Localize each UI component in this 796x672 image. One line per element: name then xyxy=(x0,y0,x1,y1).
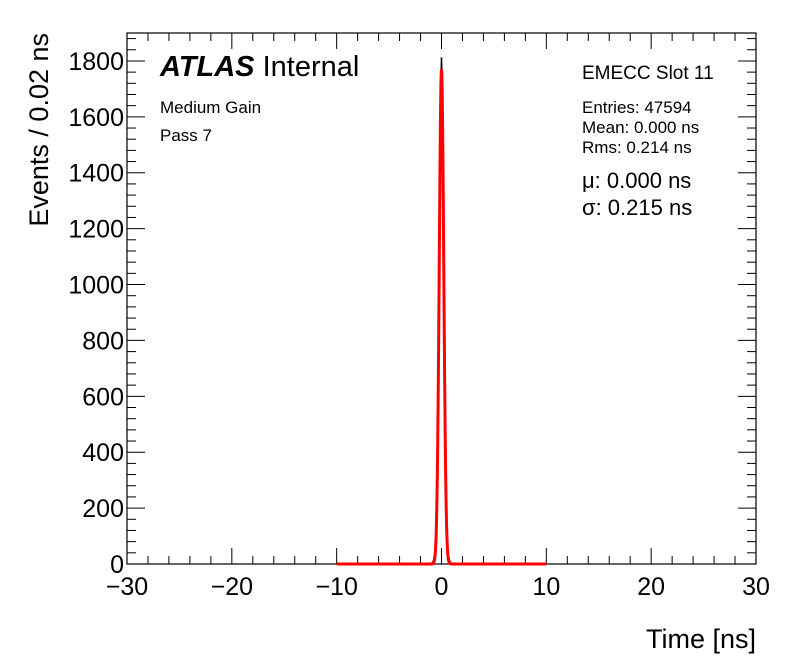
data-layer xyxy=(336,57,547,566)
mean-stat: Mean: 0.000 ns xyxy=(582,118,700,137)
x-tick-label: 30 xyxy=(742,573,770,601)
x-tick-label: −20 xyxy=(211,573,253,601)
y-tick-label: 1400 xyxy=(68,160,124,188)
y-tick-label: 1000 xyxy=(68,272,124,300)
y-tick-label: 200 xyxy=(82,495,124,523)
y-axis-label: Events / 0.02 ns xyxy=(24,33,54,227)
y-tick-label: 400 xyxy=(82,439,124,467)
region-label: EMECC Slot 11 xyxy=(582,63,714,84)
axis-ticks xyxy=(126,33,757,565)
y-tick-label: 800 xyxy=(82,327,124,355)
rms-stat: Rms: 0.214 ns xyxy=(582,138,692,157)
y-tick-label: 1600 xyxy=(68,104,124,132)
entries-stat: Entries: 47594 xyxy=(582,98,692,117)
x-tick-label: −30 xyxy=(106,573,148,601)
x-tick-label: 10 xyxy=(532,573,560,601)
internal-label: Internal xyxy=(262,51,360,83)
y-tick-label: 600 xyxy=(82,383,124,411)
pass-label: Pass 7 xyxy=(160,126,212,145)
x-axis-label: Time [ns] xyxy=(646,624,756,654)
y-tick-label: 0 xyxy=(110,551,124,579)
atlas-logo-text: ATLAS xyxy=(160,51,255,83)
y-tick-label: 1800 xyxy=(68,48,124,76)
y-tick-label: 1200 xyxy=(68,216,124,244)
gain-label: Medium Gain xyxy=(160,98,262,117)
fit-mu-stat: μ: 0.000 ns xyxy=(582,168,692,193)
atlas-label: ATLAS Internal xyxy=(160,51,359,84)
fit-sigma-stat: σ: 0.215 ns xyxy=(582,195,693,220)
x-tick-label: 0 xyxy=(435,573,449,601)
x-tick-label: 20 xyxy=(637,573,665,601)
x-tick-label: −10 xyxy=(315,573,357,601)
histogram-point xyxy=(440,57,443,60)
gaussian-fit-series xyxy=(336,69,547,566)
axis-tick-labels: −30 −20 −10 0 10 20 30 0 200 400 600 800 1000 1200 140… xyxy=(68,48,770,601)
